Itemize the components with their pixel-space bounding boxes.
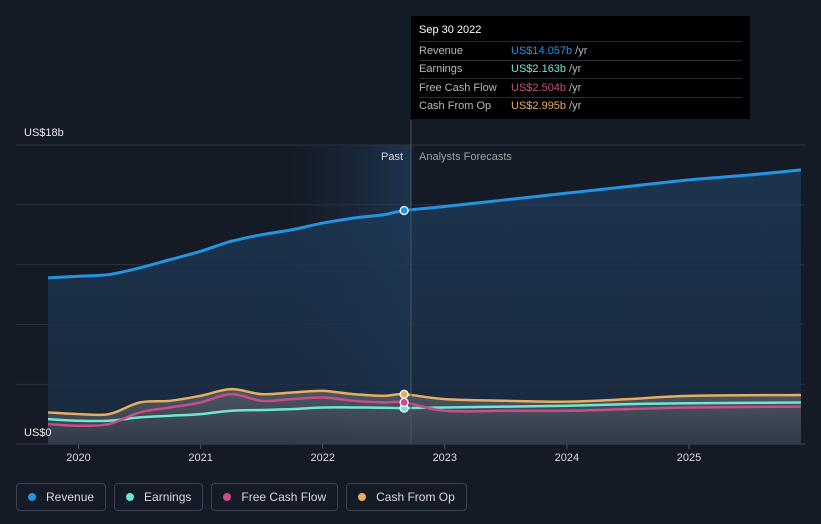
legend-dot-icon (126, 493, 135, 501)
tooltip-row-cash-from-op: Cash From Op US$2.995b /yr (419, 96, 742, 116)
tooltip-row-free-cash-flow: Free Cash Flow US$2.504b /yr (419, 78, 742, 97)
past-label: Past (381, 151, 403, 163)
y-axis-top-label: US$18b (24, 127, 64, 139)
cash-from-op-marker (399, 389, 409, 399)
tooltip-row-value: US$14.057b (511, 44, 573, 57)
legend-label: Cash From Op (376, 490, 455, 504)
x-tick-label: 2025 (677, 452, 701, 464)
revenue-area (48, 169, 801, 444)
free-cash-flow-line (47, 392, 801, 428)
legend-item-cash-from-op[interactable]: Cash From Op (346, 483, 467, 511)
divider-markers (399, 205, 409, 413)
tooltip-row-unit: /yr (575, 44, 588, 57)
x-tick-label: 2020 (66, 452, 90, 464)
legend-dot-icon (223, 493, 232, 501)
legend-label: Earnings (144, 490, 192, 504)
tooltip-row-name: Revenue (419, 44, 464, 57)
legend-item-free-cash-flow[interactable]: Free Cash Flow (211, 483, 339, 511)
series-lines (47, 168, 802, 428)
tooltip: Sep 30 2022 Revenue US$14.057b /yr Earni… (411, 16, 750, 119)
tooltip-row-value: US$2.504b (511, 81, 567, 94)
tooltip-row-unit: /yr (569, 81, 582, 94)
y-axis-bottom-label: US$0 (24, 427, 52, 439)
revenue-line (47, 168, 802, 280)
tooltip-row-name: Earnings (419, 63, 463, 76)
tooltip-row-unit: /yr (569, 100, 582, 113)
legend-dot-icon (28, 493, 36, 501)
tooltip-row-unit: /yr (569, 63, 582, 76)
legend-item-revenue[interactable]: Revenue (16, 483, 107, 511)
tooltip-date: Sep 30 2022 (419, 24, 482, 36)
x-tick-label: 2023 (433, 452, 457, 464)
earnings-line (47, 401, 801, 423)
tooltip-row-revenue: Revenue US$14.057b /yr (419, 41, 742, 60)
legend-label: Revenue (46, 490, 95, 504)
cash-from-op-area (48, 389, 801, 444)
legend: Revenue Earnings Free Cash Flow Cash Fro… (16, 483, 467, 511)
revenue-marker (399, 205, 409, 216)
tooltip-row-value: US$2.995b (511, 100, 567, 113)
forecast-label: Analysts Forecasts (419, 151, 512, 163)
tooltip-row-value: US$2.163b (511, 63, 567, 76)
x-tick-label: 2021 (188, 452, 212, 464)
x-axis-ticks: 2020 2021 2022 2023 2024 2025 (66, 444, 701, 464)
legend-item-earnings[interactable]: Earnings (114, 483, 204, 511)
x-tick-label: 2024 (555, 452, 579, 464)
tooltip-row-earnings: Earnings US$2.163b /yr (419, 59, 742, 79)
legend-dot-icon (358, 493, 367, 501)
series-areas (48, 169, 801, 444)
tooltip-row-name: Cash From Op (419, 100, 492, 113)
legend-label: Free Cash Flow (241, 490, 327, 504)
tooltip-row-name: Free Cash Flow (419, 81, 497, 94)
x-tick-label: 2022 (310, 452, 334, 464)
free-cash-flow-marker (399, 397, 409, 408)
cash-from-op-line (47, 387, 801, 417)
